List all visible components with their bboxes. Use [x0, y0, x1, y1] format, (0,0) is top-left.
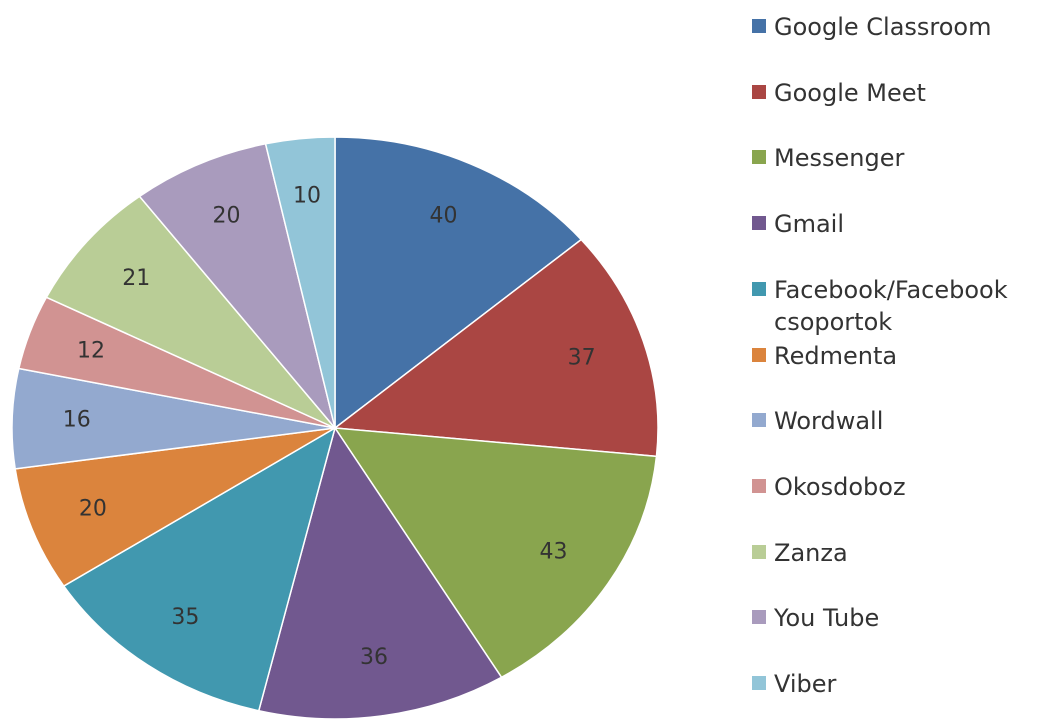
legend-item: Messenger	[752, 142, 1044, 174]
pie-slice	[45, 195, 336, 429]
legend-label: Zanza	[774, 538, 848, 567]
pie-slice	[62, 426, 337, 712]
legend-label: Google Meet	[774, 78, 926, 107]
pie-slice	[257, 426, 503, 720]
legend-label: Facebook/Facebook csoportok	[774, 275, 1008, 336]
data-label: 20	[213, 204, 241, 229]
legend-item: Google Meet	[752, 77, 1044, 109]
data-label: 10	[293, 184, 321, 209]
data-label: 12	[77, 338, 105, 363]
pie-slice	[138, 142, 336, 429]
legend-label: Okosdoboz	[774, 472, 906, 501]
legend-label: Wordwall	[774, 407, 884, 436]
legend-swatch	[752, 150, 766, 165]
data-label: 20	[79, 496, 107, 521]
legend-label: Messenger	[774, 144, 905, 173]
legend-label: You Tube	[774, 604, 880, 633]
pie-slice	[264, 136, 336, 429]
legend-label: Gmail	[774, 210, 845, 239]
legend-item: Zanza	[752, 537, 1044, 569]
pie-slice	[333, 427, 658, 679]
legend-swatch	[752, 84, 766, 99]
data-label: 40	[429, 204, 457, 229]
legend-label: Redmenta	[774, 341, 898, 370]
pie-slice	[333, 238, 659, 458]
data-label: 36	[360, 645, 388, 670]
legend-swatch	[752, 19, 766, 33]
legend-swatch	[752, 676, 766, 690]
legend-item: Facebook/Facebook csoportok	[752, 274, 1044, 338]
legend-item: You Tube	[752, 602, 1044, 634]
legend-swatch	[752, 544, 766, 559]
pie-slice	[14, 427, 336, 588]
data-label: 37	[568, 345, 596, 370]
data-label: 21	[122, 266, 150, 291]
data-label: 43	[539, 539, 567, 564]
legend-item: Gmail	[752, 208, 1044, 240]
legend-item: Google Classroom	[752, 11, 1044, 43]
legend-item: Okosdoboz	[752, 471, 1044, 503]
legend-swatch	[752, 478, 766, 493]
data-label: 16	[63, 407, 91, 432]
pie-slice	[334, 136, 583, 430]
legend-swatch	[752, 216, 766, 231]
legend-item: Wordwall	[752, 405, 1044, 437]
legend-swatch	[752, 610, 766, 625]
legend-swatch	[752, 347, 766, 362]
legend-swatch	[752, 413, 766, 428]
legend-label: Google Classroom	[774, 13, 992, 41]
legend-swatch	[752, 281, 766, 296]
legend-item: Viber	[752, 668, 1044, 700]
legend-item: Redmenta	[752, 340, 1044, 372]
legend-label: Viber	[774, 670, 837, 698]
data-label: 35	[171, 605, 199, 630]
chart: 40 37 43 36 35 20 16 12 21 20 10	[11, 136, 659, 720]
